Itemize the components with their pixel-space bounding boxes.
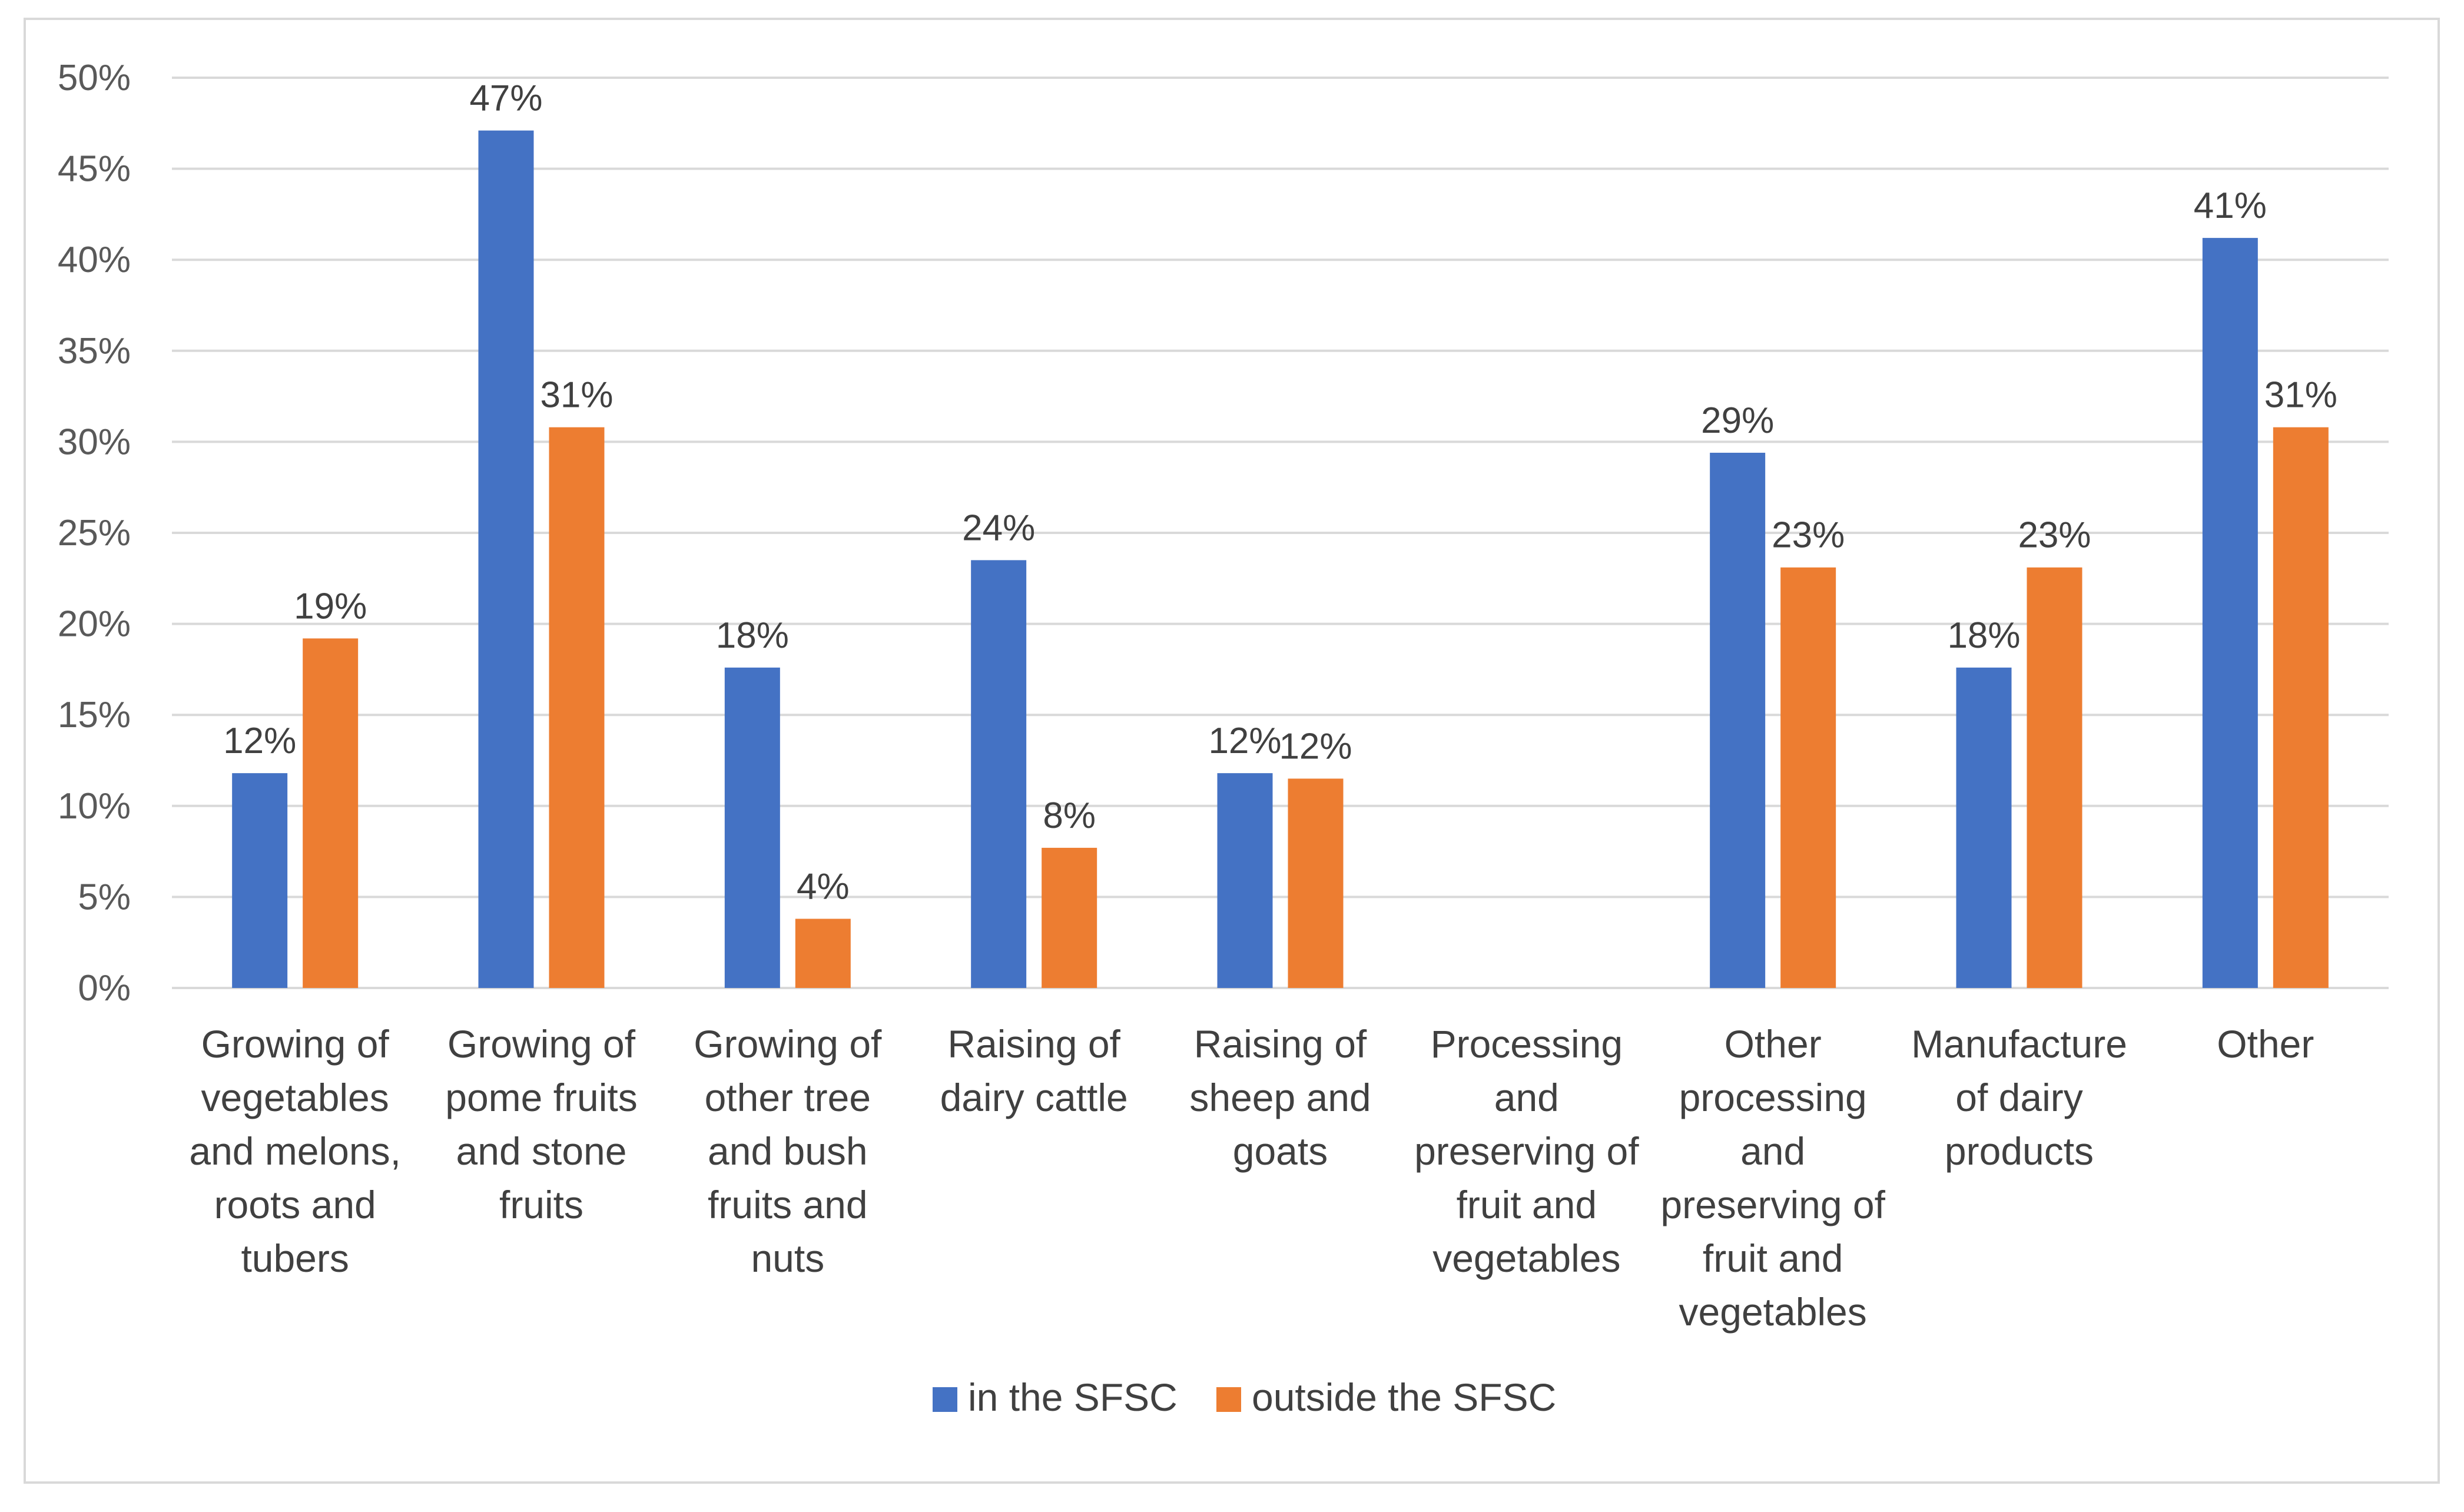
category-label-line: Growing of	[694, 1022, 882, 1066]
bar-outside-sfsc	[303, 638, 359, 988]
category-label-line: vegetables	[1432, 1236, 1620, 1280]
bar-outside-sfsc	[2027, 567, 2082, 988]
category-label-line: sheep and	[1189, 1076, 1371, 1119]
category-label-line: Growing of	[447, 1022, 636, 1066]
data-label: 4%	[797, 867, 850, 907]
data-labels: 12% 47% 18% 24% 12% 29% 18% 41% 19% 31% 4% 8% 12% 23%…	[223, 78, 2337, 907]
gridlines	[172, 77, 2389, 989]
category-label-line: goats	[1233, 1129, 1328, 1173]
category-label-line: vegetables	[201, 1076, 389, 1119]
category-label: Manufacture of dairy products	[1911, 1022, 2127, 1173]
y-axis-ticks: 0% 5% 10% 15% 20% 25% 30% 35% 40% 45% 50%	[58, 58, 131, 1009]
category-label-line: fruit and	[1457, 1183, 1597, 1226]
bar-outside-sfsc	[1042, 847, 1097, 988]
data-label: 47%	[469, 78, 542, 119]
bar-outside-sfsc	[2273, 427, 2329, 988]
category-label-line: Other	[2217, 1022, 2314, 1066]
category-label-line: Processing	[1431, 1022, 1623, 1066]
bar-outside-sfsc	[549, 427, 605, 988]
category-label: Raising of sheep and goats	[1189, 1022, 1371, 1173]
category-label-line: pome fruits	[445, 1076, 637, 1119]
data-label: 23%	[2018, 515, 2091, 556]
bar-in-sfsc	[1217, 773, 1273, 988]
legend-swatch	[933, 1387, 957, 1412]
category-label-line: fruits and	[708, 1183, 867, 1226]
bar-in-sfsc	[724, 667, 780, 988]
data-label: 12%	[223, 721, 296, 761]
category-label-line: products	[1945, 1129, 2094, 1173]
data-label: 19%	[294, 586, 367, 626]
category-label-line: roots and	[214, 1183, 376, 1226]
bar-outside-sfsc	[1288, 778, 1344, 988]
y-tick-label: 35%	[58, 331, 131, 372]
data-label: 18%	[716, 615, 789, 656]
data-label: 31%	[2264, 375, 2337, 416]
bar-in-sfsc	[1710, 452, 1766, 988]
y-tick-label: 40%	[58, 240, 131, 280]
category-label-line: and bush	[708, 1129, 868, 1173]
y-tick-label: 25%	[58, 513, 131, 553]
y-tick-label: 0%	[78, 968, 131, 1009]
y-tick-label: 15%	[58, 695, 131, 735]
data-label: 23%	[1772, 515, 1845, 556]
y-tick-label: 20%	[58, 604, 131, 645]
category-label-line: Raising of	[1194, 1022, 1367, 1066]
legend-swatch	[1216, 1387, 1241, 1412]
category-label-line: fruits	[499, 1183, 583, 1226]
data-label: 24%	[962, 508, 1035, 548]
data-label: 31%	[540, 375, 613, 416]
category-label-line: preserving of	[1660, 1183, 1885, 1226]
category-label-line: vegetables	[1679, 1290, 1867, 1334]
legend-label: in the SFSC	[968, 1375, 1178, 1419]
category-label-line: Other	[1725, 1022, 1822, 1066]
bar-in-sfsc	[232, 773, 288, 988]
category-label-line: dairy cattle	[940, 1076, 1128, 1119]
category-label: Growing of vegetables and melons, roots and…	[189, 1022, 401, 1280]
category-label-line: tubers	[241, 1236, 349, 1280]
category-label: Other	[2217, 1022, 2314, 1066]
category-label: Processing and preserving of fruit and veget…	[1414, 1022, 1639, 1280]
category-label-line: other tree	[705, 1076, 871, 1119]
bar-outside-sfsc	[795, 919, 851, 988]
data-label: 8%	[1043, 795, 1096, 836]
bar-in-sfsc	[478, 130, 534, 989]
category-label-line: of dairy	[1955, 1076, 2082, 1119]
category-label: Other processing and preserving of fruit and…	[1660, 1022, 1885, 1334]
category-label-line: nuts	[751, 1236, 824, 1280]
data-label: 18%	[1947, 615, 2020, 656]
category-label-line: Manufacture	[1911, 1022, 2127, 1066]
bar-in-sfsc	[1956, 667, 2012, 988]
x-axis-categories: Growing of vegetables and melons, roots and…	[189, 1022, 2314, 1334]
data-label: 12%	[1208, 721, 1281, 761]
legend: in the SFSC outside the SFSC	[933, 1375, 1556, 1419]
category-label-line: and stone	[456, 1129, 627, 1173]
y-tick-label: 50%	[58, 58, 131, 98]
category-label-line: and melons,	[189, 1129, 401, 1173]
bars	[232, 130, 2329, 989]
legend-label: outside the SFSC	[1252, 1375, 1556, 1419]
y-tick-label: 45%	[58, 149, 131, 190]
bar-outside-sfsc	[1780, 567, 1836, 988]
y-tick-label: 30%	[58, 422, 131, 462]
category-label-line: Growing of	[201, 1022, 390, 1066]
y-tick-label: 5%	[78, 877, 131, 917]
category-label-line: and	[1740, 1129, 1805, 1173]
category-label: Growing of pome fruits and stone fruits	[445, 1022, 637, 1226]
category-label: Growing of other tree and bush fruits and nu…	[694, 1022, 882, 1280]
data-label: 41%	[2194, 185, 2267, 226]
bar-in-sfsc	[2202, 238, 2258, 989]
data-label: 12%	[1279, 726, 1352, 767]
category-label-line: preserving of	[1414, 1129, 1639, 1173]
category-label-line: processing	[1679, 1076, 1867, 1119]
category-label-line: Raising of	[947, 1022, 1120, 1066]
category-label-line: and	[1494, 1076, 1559, 1119]
category-label-line: fruit and	[1703, 1236, 1843, 1280]
y-tick-label: 10%	[58, 786, 131, 827]
category-label: Raising of dairy cattle	[940, 1022, 1128, 1119]
bar-in-sfsc	[971, 560, 1027, 988]
data-label: 29%	[1701, 400, 1774, 441]
